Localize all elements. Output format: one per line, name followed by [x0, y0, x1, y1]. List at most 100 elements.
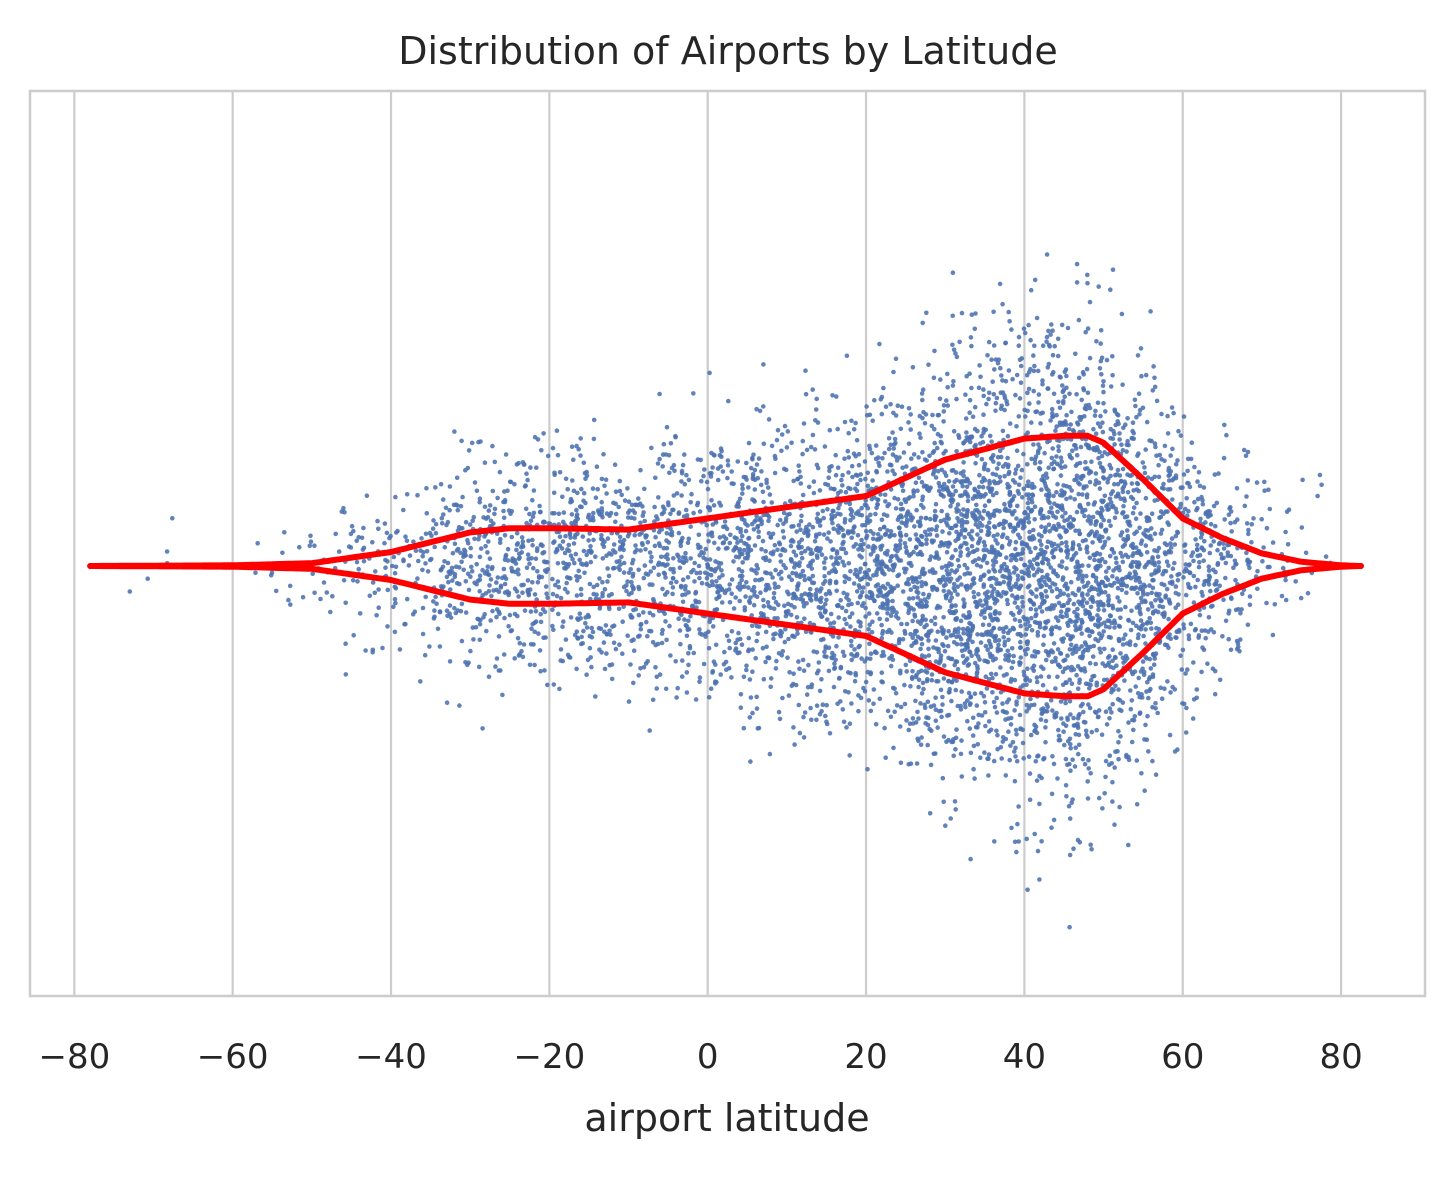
airport-point: [723, 519, 728, 524]
airport-point: [253, 571, 258, 576]
airport-point: [753, 487, 758, 492]
airport-point: [1050, 708, 1055, 713]
airport-point: [1132, 587, 1137, 592]
airport-point: [951, 633, 956, 638]
airport-point: [1143, 599, 1148, 604]
airport-point: [925, 743, 930, 748]
airport-point: [1043, 740, 1048, 745]
airport-point: [614, 647, 619, 652]
airport-point: [796, 463, 801, 468]
airport-point: [1175, 458, 1180, 463]
airport-point: [1005, 456, 1010, 461]
airport-point: [959, 642, 964, 647]
airport-point: [840, 606, 845, 611]
airport-point: [835, 427, 840, 432]
airport-point: [1121, 544, 1126, 549]
airport-point: [1195, 479, 1200, 484]
airport-point: [1139, 618, 1144, 623]
airport-point: [791, 479, 796, 484]
airport-point: [1268, 507, 1273, 512]
airport-point: [514, 548, 519, 553]
airport-point: [868, 413, 873, 418]
airport-point: [977, 386, 982, 391]
airport-point: [1167, 466, 1172, 471]
airport-point: [1176, 578, 1181, 583]
airport-point: [1018, 358, 1023, 363]
airport-point: [1054, 454, 1059, 459]
airport-point: [1151, 388, 1156, 393]
airport-point: [987, 752, 992, 757]
airport-point: [1103, 560, 1108, 565]
airport-point: [1186, 457, 1191, 462]
airport-point: [994, 560, 999, 565]
airport-point: [1143, 584, 1148, 589]
airport-point: [375, 519, 380, 524]
airport-point: [704, 523, 709, 528]
airport-point: [1015, 759, 1020, 764]
airport-point: [344, 672, 349, 677]
airport-point: [657, 457, 662, 462]
airport-point: [911, 607, 916, 612]
airport-point: [977, 473, 982, 478]
airport-point: [763, 570, 768, 575]
airport-point: [1086, 326, 1091, 331]
airport-point: [832, 685, 837, 690]
airport-point: [852, 647, 857, 652]
airport-point: [413, 609, 418, 614]
airport-point: [453, 542, 458, 547]
airport-point: [847, 455, 852, 460]
airport-point: [873, 650, 878, 655]
airport-point: [1207, 564, 1212, 569]
airport-point: [904, 545, 909, 550]
airport-point: [962, 604, 967, 609]
airport-point: [1144, 496, 1149, 501]
airport-point: [950, 314, 955, 319]
airport-point: [586, 549, 591, 554]
airport-point: [1108, 436, 1113, 441]
airport-point: [1025, 666, 1030, 671]
airport-point: [982, 750, 987, 755]
airport-point: [1058, 651, 1063, 656]
airport-point: [973, 443, 978, 448]
airport-point: [874, 443, 879, 448]
airport-point: [1176, 429, 1181, 434]
airport-point: [981, 412, 986, 417]
airport-point: [1099, 513, 1104, 518]
airport-point: [641, 610, 646, 615]
airport-point: [1000, 701, 1005, 706]
airport-point: [342, 578, 347, 583]
airport-point: [1101, 518, 1106, 523]
airport-point: [796, 581, 801, 586]
airport-point: [880, 544, 885, 549]
airport-point: [517, 557, 522, 562]
airport-point: [1171, 411, 1176, 416]
airport-point: [1213, 524, 1218, 529]
airport-point: [651, 698, 656, 703]
airport-point: [1058, 665, 1063, 670]
airport-point: [738, 574, 743, 579]
airport-point: [1099, 506, 1104, 511]
airport-point: [655, 675, 660, 680]
airport-point: [880, 395, 885, 400]
airport-point: [1070, 651, 1075, 656]
airport-point: [1141, 659, 1146, 664]
airport-point: [847, 577, 852, 582]
airport-point: [1135, 487, 1140, 492]
airport-point: [1018, 396, 1023, 401]
airport-point: [474, 625, 479, 630]
airport-point: [1021, 452, 1026, 457]
airport-point: [1025, 703, 1030, 708]
airport-point: [883, 551, 888, 556]
airport-point: [836, 465, 841, 470]
airport-point: [769, 676, 774, 681]
airport-point: [864, 529, 869, 534]
airport-point: [941, 615, 946, 620]
airport-point: [403, 534, 408, 539]
airport-point: [993, 555, 998, 560]
airport-point: [1057, 734, 1062, 739]
airport-point: [1168, 453, 1173, 458]
airport-point: [1064, 544, 1069, 549]
scatter-points-layer: [128, 252, 1333, 929]
airport-point: [956, 558, 961, 563]
airport-point: [1103, 540, 1108, 545]
